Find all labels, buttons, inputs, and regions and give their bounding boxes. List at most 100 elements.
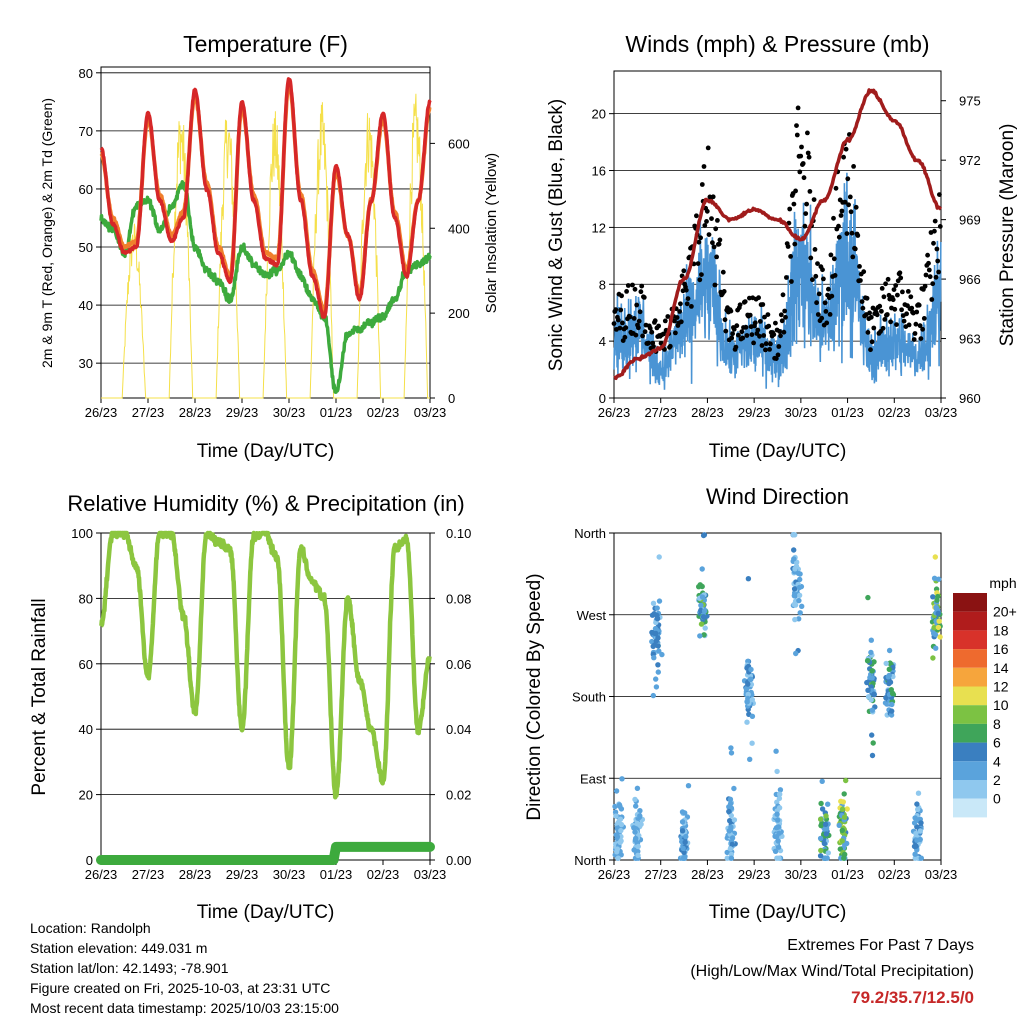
gust-point — [731, 326, 737, 332]
direction-point — [883, 695, 889, 701]
direction-point — [655, 669, 661, 675]
direction-point — [728, 824, 734, 830]
info-created: Figure created on Fri, 2025-10-03, at 23… — [30, 980, 331, 996]
gust-point — [767, 347, 772, 352]
direction-point — [748, 666, 754, 673]
direction-point — [841, 791, 847, 797]
direction-point — [729, 841, 735, 848]
gust-point — [633, 332, 639, 338]
temperature-panel: Temperature (F) 30 40 50 60 70 80 0 200 400 600 26/… — [39, 31, 500, 462]
direction-point — [615, 855, 621, 861]
direction-point — [918, 855, 924, 861]
gust-point — [780, 292, 786, 298]
gust-point — [615, 317, 621, 323]
direction-point — [634, 785, 641, 791]
gust-point — [773, 320, 778, 326]
direction-point — [825, 850, 831, 856]
extremes-values: 79.2/35.7/12.5/0 — [851, 988, 974, 1007]
gust-point — [638, 289, 644, 295]
direction-point — [889, 690, 896, 697]
direction-point — [796, 592, 803, 598]
direction-point — [936, 618, 942, 624]
direction-point — [932, 631, 939, 638]
humidity-xtick-label: 02/23 — [367, 867, 400, 882]
direction-point — [886, 647, 893, 654]
direction-point — [796, 584, 803, 591]
gust-point — [892, 306, 898, 312]
direction-point — [613, 788, 620, 794]
direction-point — [654, 605, 660, 611]
gust-point — [642, 329, 648, 335]
gust-point — [805, 150, 811, 156]
direction-point — [883, 660, 889, 667]
humidity-panel: Relative Humidity (%) & Precipitation (i… — [29, 491, 471, 923]
gust-point — [798, 153, 804, 159]
direction-point — [635, 852, 641, 858]
extremes-heading: Extremes For Past 7 Days — [787, 937, 974, 954]
gust-point — [720, 269, 726, 275]
direction-point — [937, 634, 943, 640]
gust-point — [778, 312, 784, 318]
gust-point — [773, 356, 779, 361]
gust-point — [918, 336, 924, 341]
direction-point — [612, 809, 619, 815]
gust-point — [736, 332, 741, 338]
gust-point — [779, 318, 785, 324]
gust-point — [844, 231, 850, 237]
gust-point — [709, 216, 714, 222]
direction-point — [655, 662, 661, 668]
speed-legend-label: 14 — [993, 660, 1009, 676]
gust-point — [640, 333, 645, 339]
gust-point — [880, 325, 886, 331]
gust-point — [630, 282, 635, 288]
gust-point — [704, 208, 710, 214]
direction-point — [821, 840, 828, 847]
gust-point — [934, 246, 940, 252]
direction-point — [774, 811, 780, 817]
direction-point — [817, 853, 824, 859]
gust-point — [717, 237, 723, 243]
gust-point — [884, 312, 890, 317]
direction-xtick-label: 29/23 — [738, 867, 771, 882]
gust-point — [926, 267, 932, 273]
temperature-xlabel: Time (Day/UTC) — [197, 441, 335, 462]
gust-point — [681, 268, 687, 274]
direction-point — [744, 719, 750, 725]
gust-point — [775, 352, 781, 358]
gust-point — [816, 291, 822, 297]
direction-point — [777, 787, 784, 793]
direction-point — [612, 803, 618, 810]
direction-point — [912, 851, 918, 857]
gust-point — [711, 244, 717, 250]
direction-point — [930, 655, 936, 661]
direction-point — [728, 855, 735, 861]
gust-point — [632, 286, 638, 292]
direction-point — [773, 748, 779, 754]
direction-point — [818, 800, 824, 807]
gust-point — [678, 301, 683, 307]
gust-point — [677, 309, 682, 314]
direction-ytick-label: North — [574, 853, 606, 868]
direction-point — [792, 602, 799, 608]
humidity-rtick-label: 0.10 — [446, 526, 471, 541]
gust-point — [937, 224, 943, 229]
direction-point — [634, 820, 640, 827]
gust-point — [791, 201, 797, 207]
temperature-rtick-label: 400 — [448, 221, 470, 236]
gust-point — [899, 307, 904, 313]
gust-point — [747, 312, 753, 318]
direction-ytick-label: East — [580, 771, 606, 786]
gust-point — [864, 295, 870, 301]
winds-xtick-label: 28/23 — [691, 405, 724, 420]
winds-xtick-label: 26/23 — [598, 405, 631, 420]
temperature-ytick-label: 80 — [79, 66, 93, 81]
direction-point — [868, 649, 874, 656]
direction-point — [701, 532, 708, 538]
gust-point — [787, 206, 793, 212]
direction-point — [819, 806, 826, 812]
gust-point — [739, 329, 745, 335]
gust-point — [641, 295, 647, 300]
direction-xtick-label: 28/23 — [691, 867, 724, 882]
temperature-ytick-label: 30 — [79, 356, 93, 371]
direction-point — [791, 547, 797, 553]
